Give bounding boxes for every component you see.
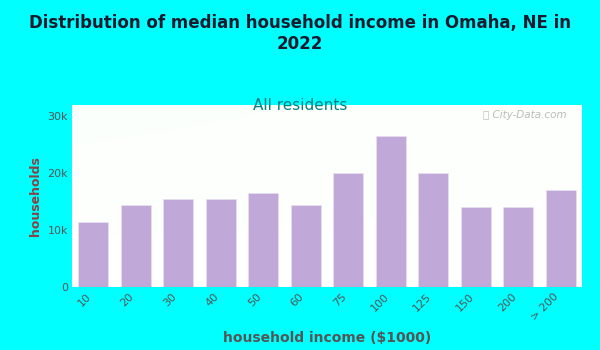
Bar bbox=[163, 199, 193, 287]
Bar bbox=[291, 204, 320, 287]
Bar bbox=[79, 222, 108, 287]
Bar bbox=[376, 136, 406, 287]
Bar bbox=[461, 207, 491, 287]
Y-axis label: households: households bbox=[29, 156, 41, 236]
Bar bbox=[546, 190, 575, 287]
Text: ⓘ City-Data.com: ⓘ City-Data.com bbox=[483, 111, 567, 120]
Text: All residents: All residents bbox=[253, 98, 347, 113]
Text: Distribution of median household income in Omaha, NE in
2022: Distribution of median household income … bbox=[29, 14, 571, 53]
Bar bbox=[418, 173, 448, 287]
Bar bbox=[334, 173, 363, 287]
X-axis label: household income ($1000): household income ($1000) bbox=[223, 330, 431, 344]
Bar bbox=[503, 207, 533, 287]
Bar bbox=[121, 204, 151, 287]
Bar bbox=[206, 199, 236, 287]
Bar bbox=[248, 193, 278, 287]
